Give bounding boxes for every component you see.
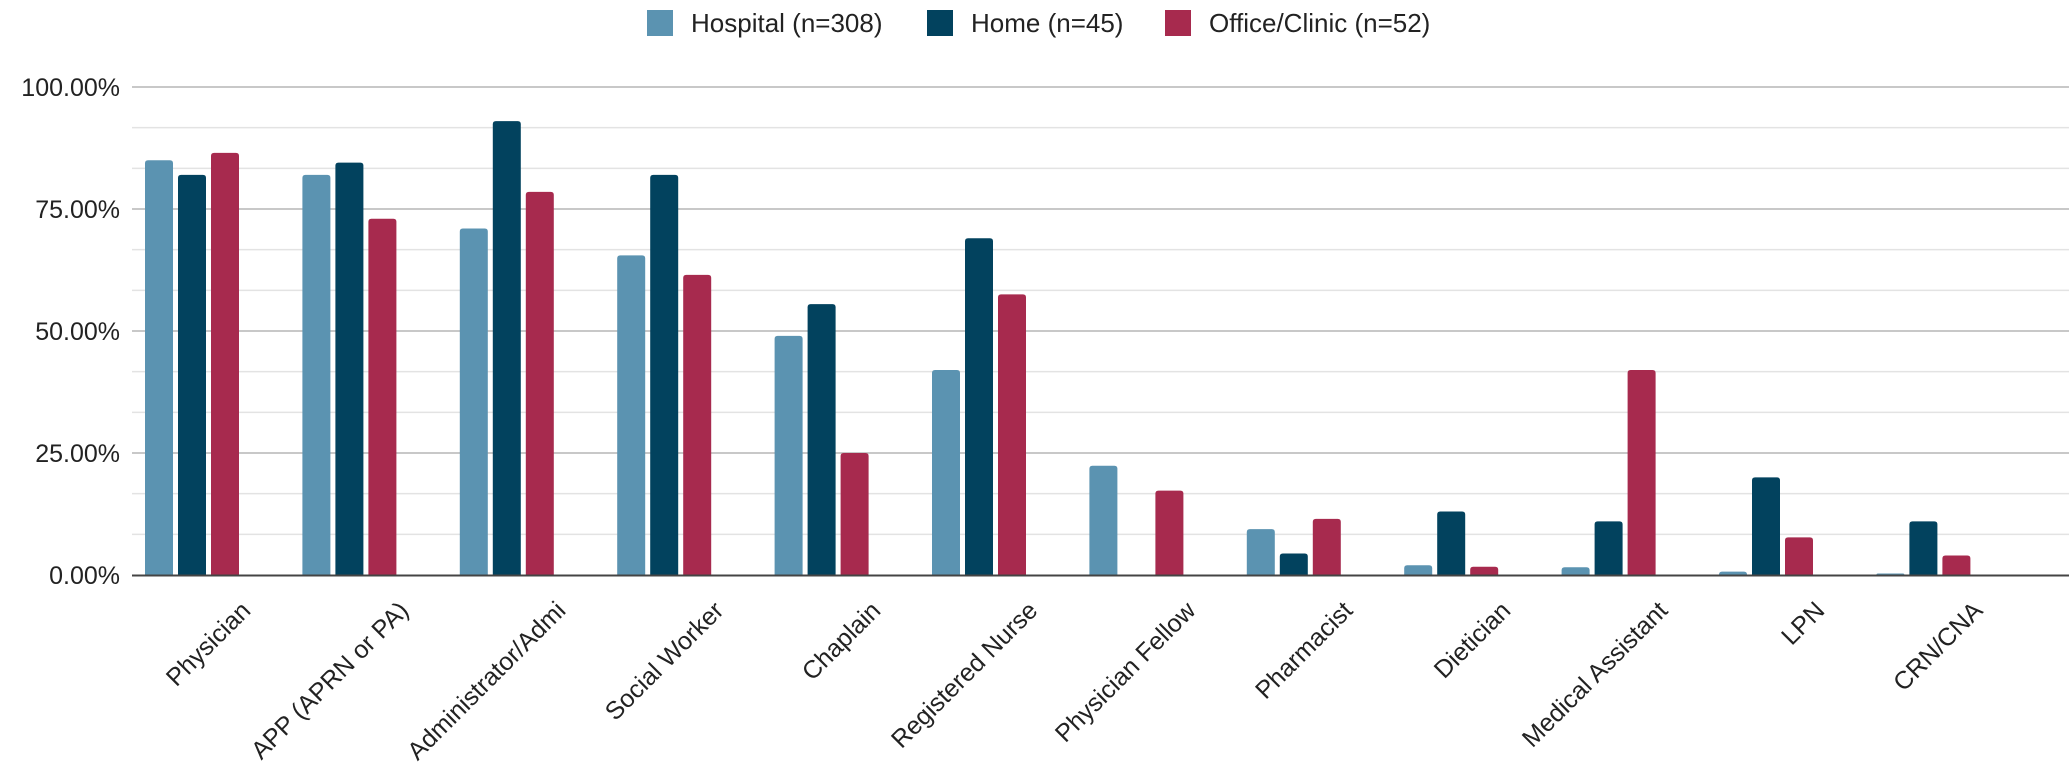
bar <box>807 304 836 575</box>
y-tick-label: 25.00% <box>35 440 120 468</box>
x-category-labels: Physician APP (APRN or PA) Administrator… <box>161 596 1989 766</box>
x-category-label: Social Worker <box>600 596 729 725</box>
bar <box>1279 553 1308 575</box>
bar <box>683 274 712 575</box>
bar <box>145 160 173 575</box>
x-category-label: Registered Nurse <box>886 596 1043 753</box>
bar <box>335 162 364 575</box>
bar <box>998 294 1026 575</box>
bar <box>965 238 993 575</box>
legend-label-hospital: Hospital (n=308) <box>691 8 883 38</box>
bar <box>617 255 646 576</box>
bar <box>302 174 331 575</box>
x-category-label: Physician <box>161 596 256 691</box>
bar <box>1312 518 1341 575</box>
bar <box>1561 567 1590 575</box>
bar <box>211 152 239 575</box>
legend-swatch-office-clinic <box>1165 10 1191 36</box>
bar <box>492 121 521 575</box>
bar <box>525 191 554 576</box>
x-category-label: Dietician <box>1429 596 1517 684</box>
bar <box>1089 465 1118 575</box>
bar <box>650 174 679 575</box>
y-tick-label: 0.00% <box>49 562 120 590</box>
legend-swatch-home <box>927 10 953 36</box>
y-tick-labels: 0.00% 25.00% 50.00% 75.00% 100.00% <box>21 74 120 590</box>
bar <box>1437 511 1466 575</box>
bar <box>178 174 206 575</box>
bar <box>840 453 869 575</box>
bar <box>1752 477 1780 575</box>
x-category-label: Physician Fellow <box>1050 596 1202 748</box>
bar <box>1594 521 1623 575</box>
x-category-label: Administrator/Admi <box>402 596 571 765</box>
legend: Hospital (n=308) Home (n=45) Office/Clin… <box>647 8 1430 38</box>
y-tick-label: 100.00% <box>21 74 120 102</box>
gridlines <box>132 86 2069 536</box>
bar <box>1785 537 1813 575</box>
bar <box>1909 521 1938 575</box>
bar <box>1404 565 1433 575</box>
bar <box>1942 555 1971 575</box>
y-tick-label: 50.00% <box>35 318 120 346</box>
y-tick-label: 75.00% <box>35 196 120 224</box>
bar <box>932 370 960 575</box>
bar <box>1155 490 1184 575</box>
bar <box>774 335 803 575</box>
legend-swatch-hospital <box>647 10 673 36</box>
legend-label-office-clinic: Office/Clinic (n=52) <box>1209 8 1430 38</box>
x-category-label: Chaplain <box>797 596 887 686</box>
x-category-label: Medical Assistant <box>1517 596 1673 752</box>
bar <box>1246 529 1275 575</box>
legend-label-home: Home (n=45) <box>971 8 1123 38</box>
x-category-label: APP (APRN or PA) <box>246 596 414 764</box>
x-category-label: LPN <box>1776 596 1830 650</box>
bars <box>145 121 1971 576</box>
x-category-label: CRN/CNA <box>1888 596 1989 697</box>
bar <box>1627 370 1656 575</box>
bar <box>368 218 397 575</box>
bar <box>459 228 488 575</box>
x-category-label: Pharmacist <box>1250 596 1358 704</box>
bar <box>1719 571 1747 575</box>
bar <box>1470 566 1499 575</box>
